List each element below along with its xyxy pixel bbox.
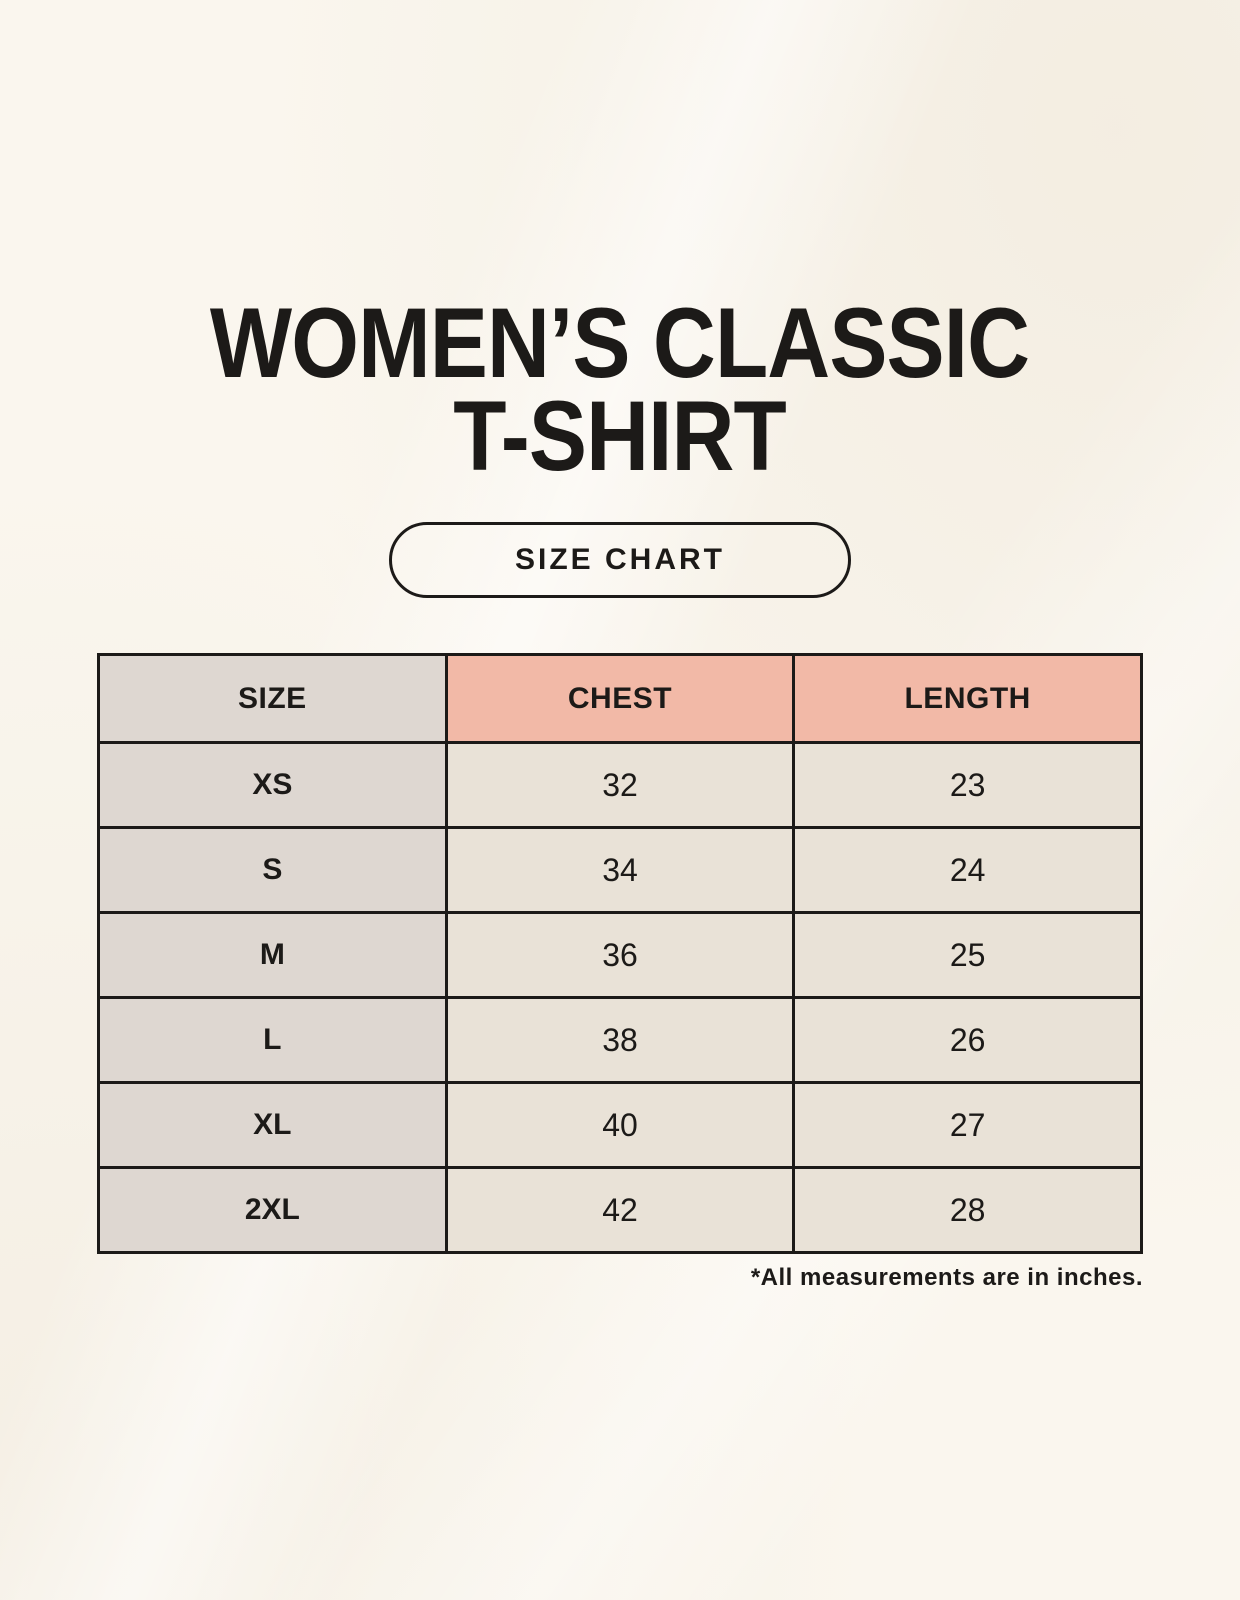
size-chart-table: SIZE CHEST LENGTH XS 32 23 S 34 24 M 36 …	[97, 653, 1143, 1255]
table-row: XL 40 27	[97, 1081, 1143, 1170]
size-label: L	[97, 996, 448, 1085]
table-row: 2XL 42 28	[97, 1166, 1143, 1255]
length-value: 25	[792, 911, 1143, 1000]
length-value: 23	[792, 741, 1143, 830]
table-row: L 38 26	[97, 996, 1143, 1085]
length-value: 28	[792, 1166, 1143, 1255]
column-header-size: SIZE	[97, 653, 448, 745]
page-title-line2: T-SHIRT	[453, 380, 788, 492]
size-label: 2XL	[97, 1166, 448, 1255]
page-title: WOMEN’S CLASSIC T-SHIRT	[210, 287, 1030, 492]
measurements-footnote: *All measurements are in inches.	[750, 1264, 1143, 1292]
size-chart-button[interactable]: SIZE CHART	[389, 522, 851, 599]
chest-value: 38	[444, 996, 796, 1085]
table-header-row: SIZE CHEST LENGTH	[97, 653, 1143, 745]
table-row: S 34 24	[97, 826, 1143, 915]
column-header-length: LENGTH	[792, 653, 1143, 745]
size-label: S	[97, 826, 448, 915]
size-label: M	[97, 911, 448, 1000]
column-header-chest: CHEST	[444, 653, 796, 745]
size-label: XS	[97, 741, 448, 830]
chest-value: 42	[444, 1166, 796, 1255]
table-row: XS 32 23	[97, 741, 1143, 830]
size-label: XL	[97, 1081, 448, 1170]
chest-value: 34	[444, 826, 796, 915]
chest-value: 40	[444, 1081, 796, 1170]
length-value: 26	[792, 996, 1143, 1085]
length-value: 24	[792, 826, 1143, 915]
table-row: M 36 25	[97, 911, 1143, 1000]
chest-value: 32	[444, 741, 796, 830]
length-value: 27	[792, 1081, 1143, 1170]
chest-value: 36	[444, 911, 796, 1000]
page-title-line1: WOMEN’S CLASSIC	[210, 287, 1030, 398]
